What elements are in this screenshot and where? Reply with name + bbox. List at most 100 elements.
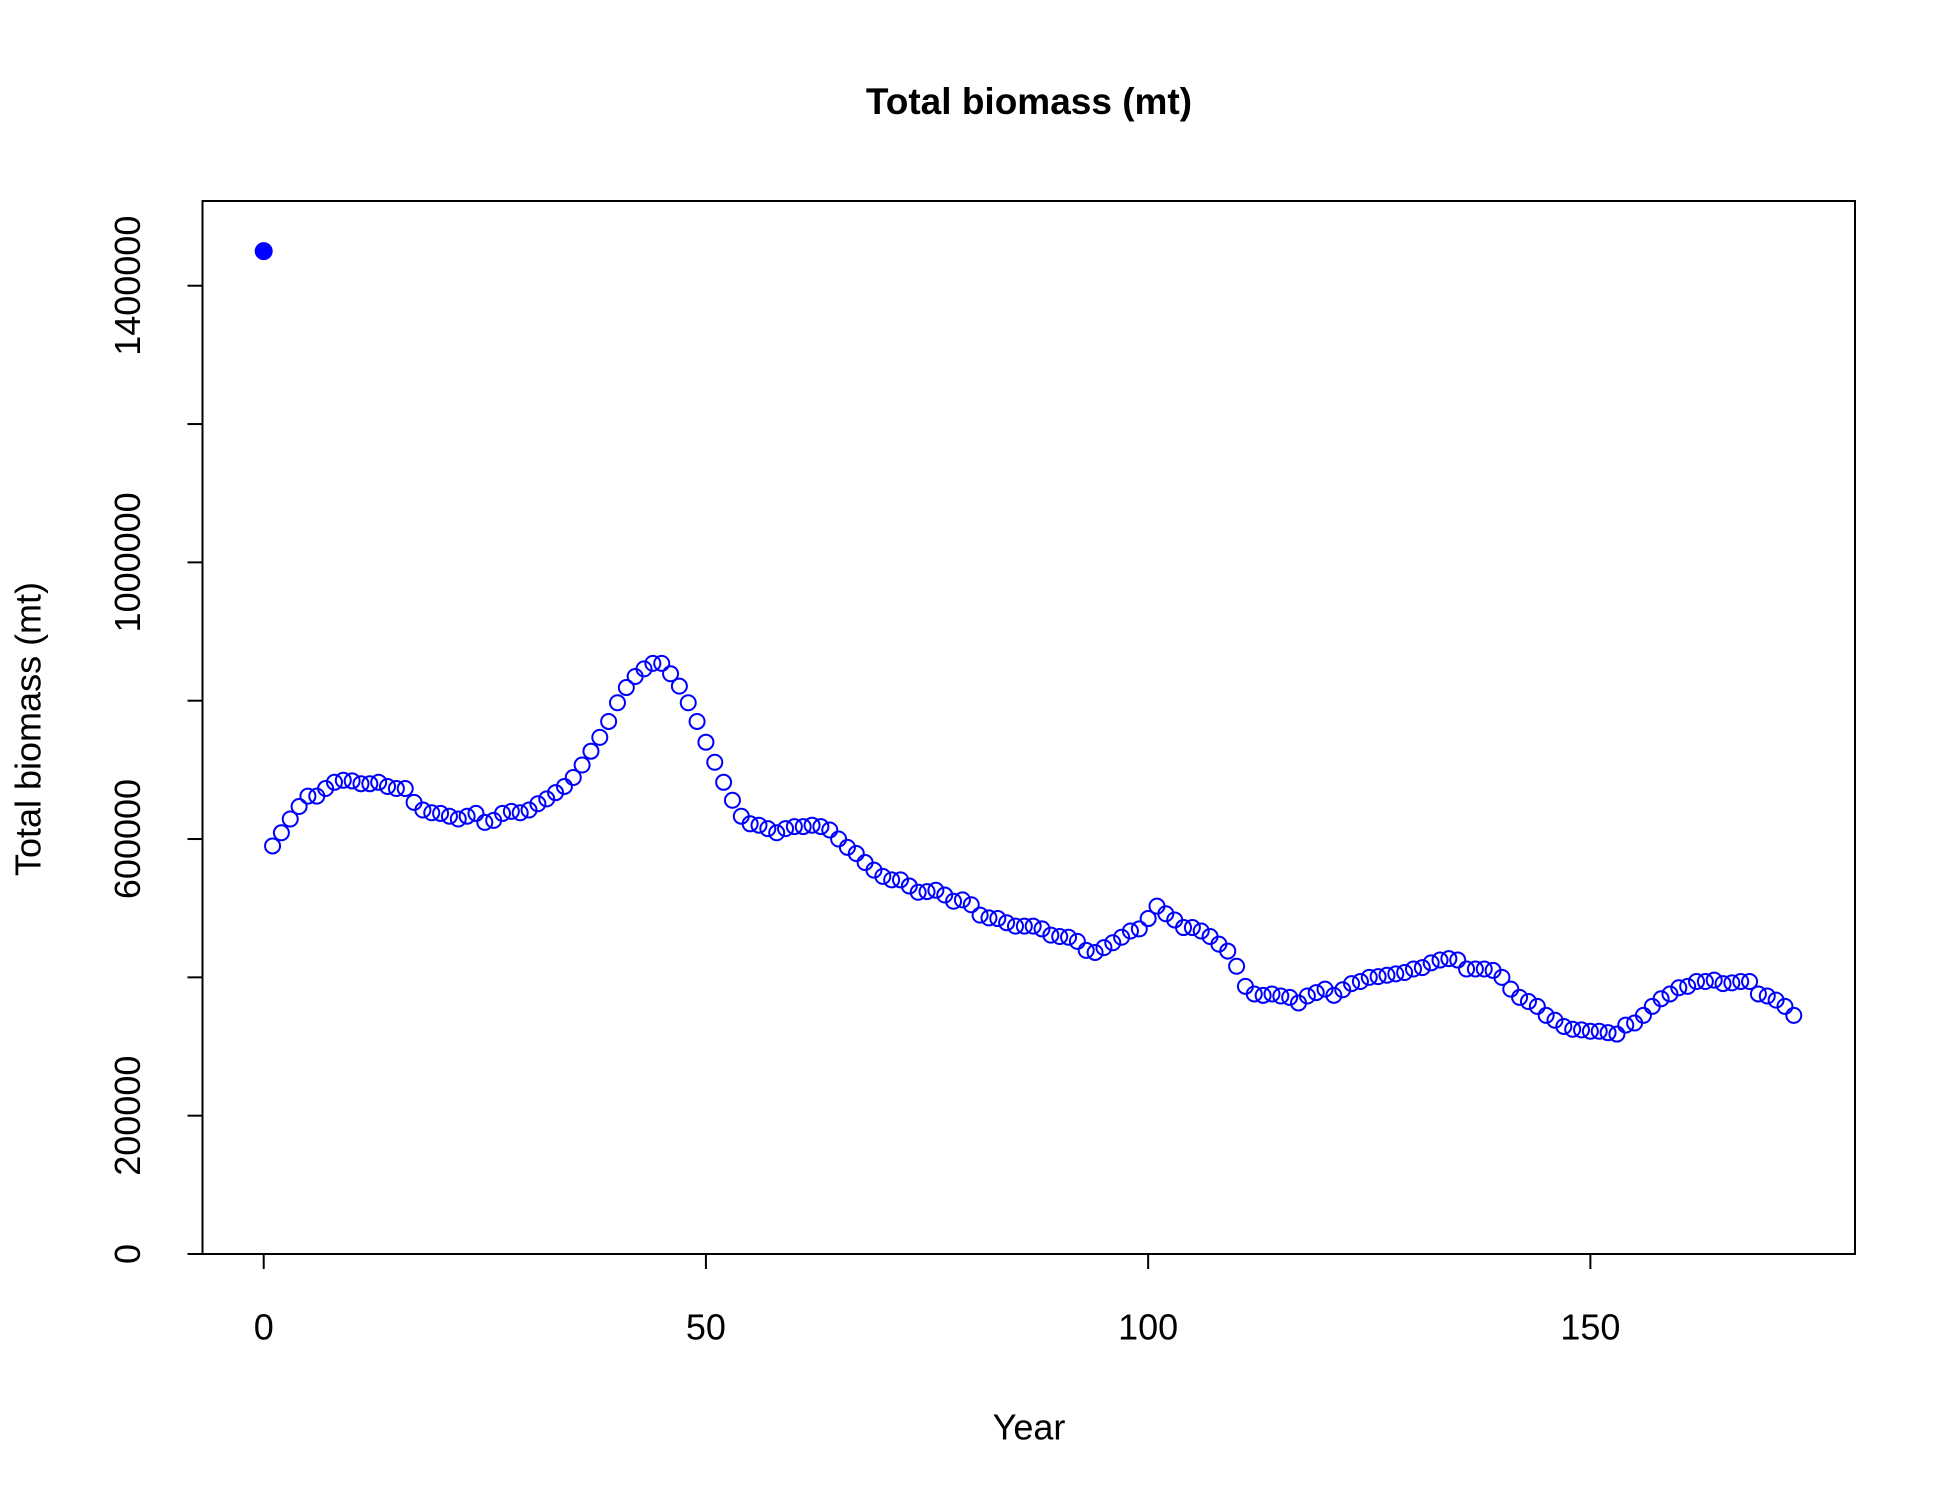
data-point (980, 909, 998, 927)
data-point (1042, 926, 1060, 944)
data-point (1652, 990, 1670, 1008)
data-point (768, 824, 786, 842)
data-point (821, 821, 839, 839)
data-point (723, 791, 741, 809)
data-point (608, 694, 626, 712)
data-point (432, 804, 450, 822)
data-point (1511, 988, 1529, 1006)
data-point (1458, 960, 1476, 978)
data-point (1422, 954, 1440, 972)
data-point (1776, 997, 1794, 1015)
data-point (502, 802, 520, 820)
data-point (582, 742, 600, 760)
data-point (1051, 928, 1069, 946)
data-point (927, 881, 945, 899)
data-point (1104, 934, 1122, 952)
data-point (1661, 985, 1679, 1003)
data-point (529, 795, 547, 813)
data-point (1015, 917, 1033, 935)
data-point (750, 816, 768, 834)
x-axis-label: Year (993, 1407, 1066, 1448)
data-point (414, 801, 432, 819)
data-point (635, 660, 653, 678)
data-point (272, 824, 290, 842)
data-point (1404, 960, 1422, 978)
data-point (1599, 1024, 1617, 1042)
x-tick-label: 0 (254, 1307, 274, 1348)
data-point (555, 777, 573, 795)
data-point (1714, 975, 1732, 993)
data-point (343, 772, 361, 790)
data-point (1466, 960, 1484, 978)
data-point (281, 810, 299, 828)
data-point (1139, 910, 1157, 928)
data-point (1263, 985, 1281, 1003)
data-point (644, 654, 662, 672)
data-point (573, 756, 591, 774)
data-point (759, 820, 777, 838)
data-point (1634, 1006, 1652, 1024)
data-point (865, 861, 883, 879)
data-point (1590, 1022, 1608, 1040)
data-point (1608, 1025, 1626, 1043)
data-point (1378, 966, 1396, 984)
data-point (1077, 941, 1095, 959)
data-point (617, 679, 635, 697)
data-point (1767, 991, 1785, 1009)
data-point (989, 910, 1007, 928)
data-point (1130, 920, 1148, 938)
data-point (812, 818, 830, 836)
data-point (538, 790, 556, 808)
data-point (1617, 1016, 1635, 1034)
data-point (688, 712, 706, 730)
data-point (325, 773, 343, 791)
data-point (591, 728, 609, 746)
data-point (1749, 985, 1767, 1003)
data-point (1573, 1021, 1591, 1039)
y-tick-label: 0 (107, 1244, 148, 1264)
data-point (1068, 932, 1086, 950)
data-point (679, 694, 697, 712)
x-tick-label: 100 (1118, 1307, 1178, 1348)
data-point (1281, 988, 1299, 1006)
data-point (1528, 997, 1546, 1015)
data-point (1449, 951, 1467, 969)
data-point (1688, 972, 1706, 990)
data-point (600, 712, 618, 730)
data-point (1413, 959, 1431, 977)
y-tick-label: 200000 (107, 1056, 148, 1176)
data-point (299, 787, 317, 805)
data-point (334, 771, 352, 789)
data-point (1175, 919, 1193, 937)
data-point (1431, 951, 1449, 969)
data-point (1086, 943, 1104, 961)
data-point (1396, 964, 1414, 982)
data-point (1679, 977, 1697, 995)
data-point (715, 773, 733, 791)
data-point (1546, 1011, 1564, 1029)
data-point (1121, 922, 1139, 940)
data-point (936, 886, 954, 904)
data-point (909, 883, 927, 901)
data-point (1095, 939, 1113, 957)
data-point (777, 820, 795, 838)
data-point (741, 815, 759, 833)
data-point (918, 883, 936, 901)
y-tick-label: 1400000 (107, 216, 148, 356)
data-point (1307, 984, 1325, 1002)
data-point (494, 804, 512, 822)
data-point (264, 837, 282, 855)
data-point (962, 896, 980, 914)
data-point (1033, 920, 1051, 938)
data-point (1537, 1006, 1555, 1024)
data-point (1758, 987, 1776, 1005)
data-point (476, 813, 494, 831)
data-point (352, 775, 370, 793)
data-point (900, 877, 918, 895)
data-point (1369, 968, 1387, 986)
data-point (1006, 917, 1024, 935)
data-point (458, 807, 476, 825)
data-point (803, 816, 821, 834)
data-point (449, 810, 467, 828)
